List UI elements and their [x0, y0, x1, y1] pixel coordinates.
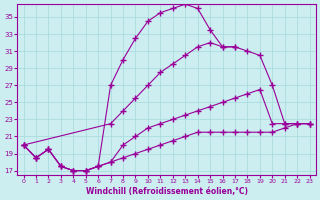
X-axis label: Windchill (Refroidissement éolien,°C): Windchill (Refroidissement éolien,°C) [85, 187, 248, 196]
